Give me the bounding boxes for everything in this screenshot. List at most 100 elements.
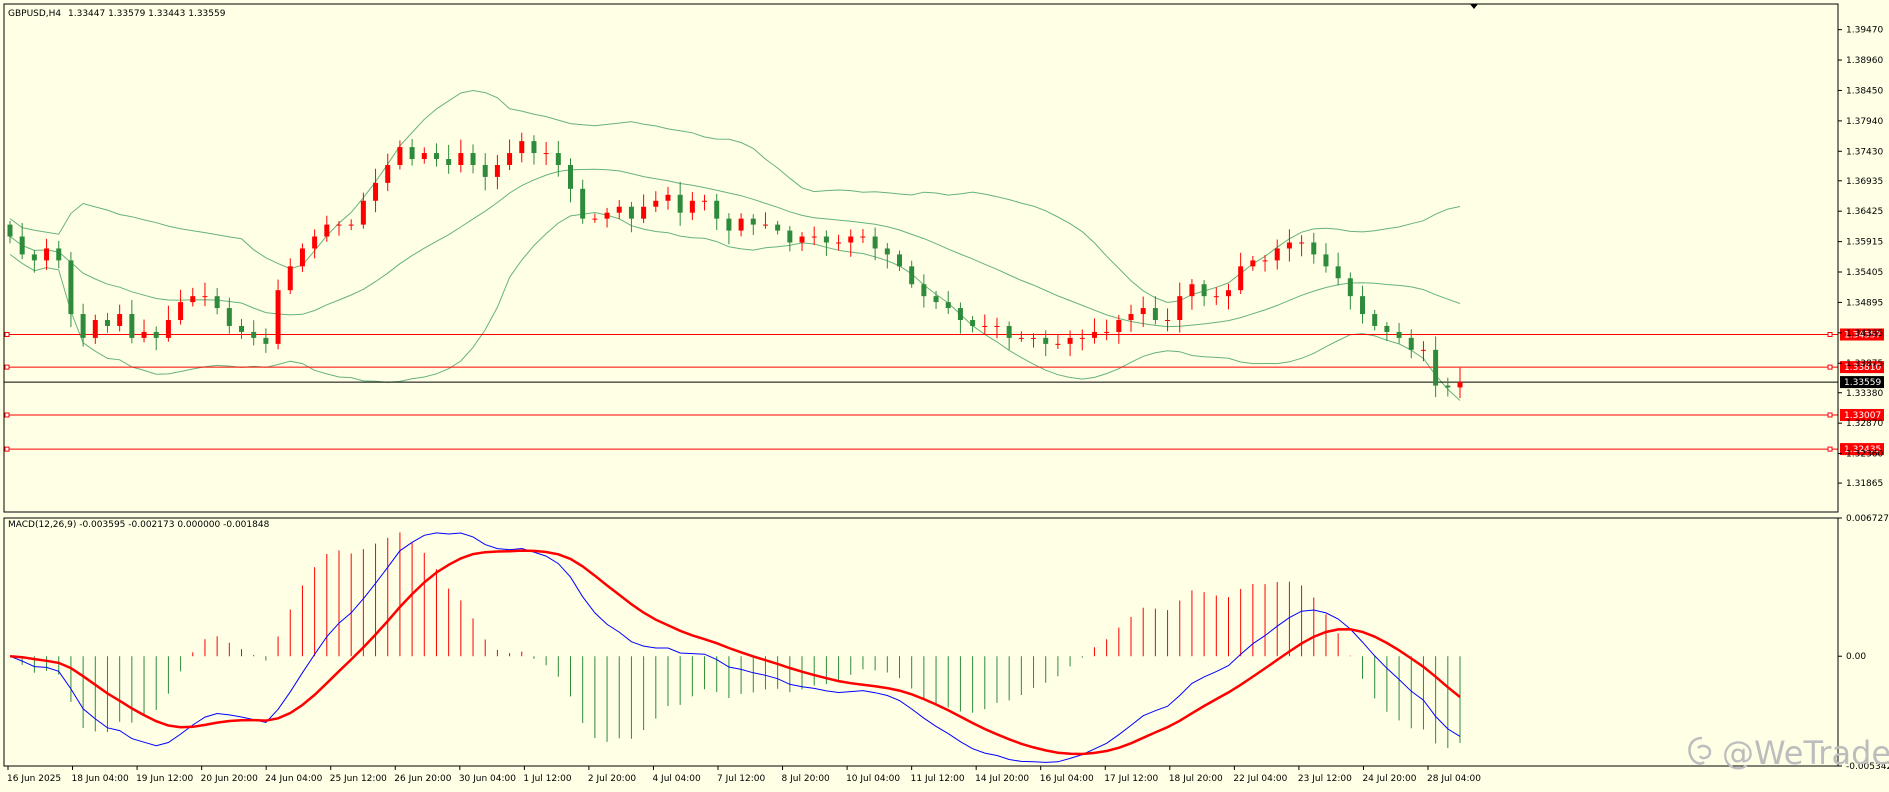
macd-axis: 0.006727 0.00 -0.005342 [1838,514,1889,772]
bear-candle [251,331,257,338]
bear-candle [1396,331,1402,338]
price-axis: 1.39470 1.38960 1.38450 1.37940 1.37430 1.369… [1838,26,1883,489]
price-tick-label: 1.37940 [1846,117,1883,127]
bull-candle [44,248,50,261]
bull-candle [324,224,330,237]
bull-candle [665,194,671,201]
price-tick-label: 1.33875 [1846,359,1883,369]
bull-candle [1018,337,1024,339]
price-tick-label: 1.38960 [1846,56,1883,66]
level-anchor [1827,331,1833,337]
time-tick-label: 24 Jul 20:00 [1362,774,1416,784]
bull-candle [1067,337,1073,344]
watermark: @WeTrade [1684,732,1889,772]
price-tick-label: 1.36425 [1846,207,1883,217]
bull-candle [1189,284,1195,297]
macd-tick-label: -0.005342 [1846,762,1889,772]
time-tick-label: 8 Jul 20:00 [782,774,831,784]
price-tick-label: 1.32360 [1846,450,1883,460]
signal-line [9,549,1461,756]
bear-candle [19,236,25,255]
macd-lines [9,532,1461,763]
bull-candle [799,236,805,243]
bear-candle [531,141,537,154]
bear-candle [933,296,939,303]
bull-candle [604,212,610,219]
bull-candle [299,248,305,267]
shift-marker [1470,4,1478,9]
bull-candle [117,314,123,326]
bull-candle [1457,382,1463,388]
bull-candle [421,153,427,160]
bear-candle [263,337,269,344]
bear-candle [823,236,829,243]
time-tick-label: 14 Jul 20:00 [975,774,1029,784]
time-axis: 16 Jun 2025 18 Jun 04:00 19 Jun 12:00 20 Ju… [7,766,1481,784]
bull-candle [836,242,842,244]
bull-candle [1250,260,1256,267]
bear-candle [214,296,220,309]
time-tick-label: 16 Jul 04:00 [1040,774,1094,784]
time-tick-label: 7 Jul 12:00 [717,774,766,784]
bear-candle [1006,325,1012,338]
bear-candle [775,224,781,231]
time-tick-label: 26 Jun 20:00 [394,774,451,784]
macd-panel: 0.006727 0.00 -0.005342 MACD(12,26,9) -0.0… [8,514,1889,772]
price-panel-frame [3,3,1839,513]
bull-candle [507,153,513,165]
bull-candle [519,141,525,154]
bull-candle [1091,331,1097,338]
bear-candle [433,153,439,160]
level-price-tag [1840,376,1884,389]
price-tick-label: 1.34895 [1846,298,1883,308]
bull-candle [165,320,171,338]
bull-candle [1299,242,1305,244]
bear-candle [68,260,74,315]
bull-candle [641,206,647,219]
bull-candle [275,290,281,344]
time-tick-label: 18 Jul 20:00 [1169,774,1223,784]
bear-candle [482,164,488,177]
bull-candle [385,164,391,183]
bear-candle [80,314,86,338]
level-price-label: 1.33559 [1844,378,1881,388]
bear-candle [568,164,574,189]
price-tick-label: 1.34385 [1846,329,1883,339]
price-tick-label: 1.37430 [1846,147,1883,157]
time-tick-label: 22 Jul 04:00 [1233,774,1287,784]
time-tick-label: 18 Jun 04:00 [72,774,129,784]
level-anchor [4,331,10,337]
bear-candle [56,248,62,261]
bull-candle [1177,296,1183,321]
price-tick-label: 1.39470 [1846,26,1883,36]
bull-candle [543,153,549,155]
level-price-label: 1.33007 [1844,411,1881,421]
chart-title: GBPUSD,H4 [8,9,61,19]
bull-candle [1262,260,1268,262]
price-tick-label: 1.38450 [1846,86,1883,96]
time-tick-label: 11 Jul 12:00 [911,774,965,784]
bull-candle [1031,337,1037,339]
bear-candle [1323,254,1329,267]
bull-candle [1213,296,1219,298]
level-price-label: 1.32435 [1844,445,1881,455]
bull-candle [1104,331,1110,333]
level-price-tag [1840,361,1884,374]
macd-tick-label: 0.00 [1846,652,1866,662]
bear-candle [104,320,110,326]
bull-candle [653,200,659,207]
band-middle [9,168,1461,328]
level-price-label: 1.34357 [1844,330,1881,340]
bull-candle [738,218,744,231]
bull-candle [1140,308,1146,315]
bear-candle [409,147,415,160]
time-tick-label: 4 Jul 04:00 [652,774,701,784]
bull-candle [397,147,403,165]
watermark-text: @WeTrade [1722,734,1889,772]
bear-candle [896,254,902,267]
time-tick-label: 30 Jun 04:00 [459,774,516,784]
bull-candle [1420,349,1426,351]
bear-candle [909,266,915,285]
bear-candle [1152,308,1158,321]
